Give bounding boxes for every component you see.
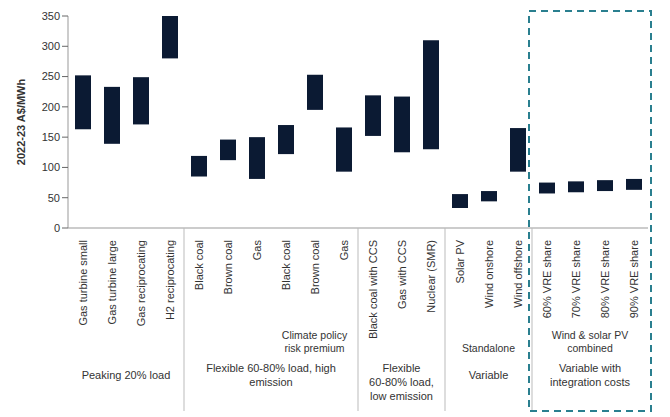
svg-text:80% VRE share: 80% VRE share — [599, 240, 611, 318]
svg-text:Brown coal: Brown coal — [222, 240, 234, 294]
svg-text:Gas reciprocating: Gas reciprocating — [135, 240, 147, 326]
svg-text:200: 200 — [42, 101, 60, 113]
svg-text:60% VRE share: 60% VRE share — [541, 240, 553, 318]
svg-text:Nuclear (SMR): Nuclear (SMR) — [425, 240, 437, 313]
svg-text:60-80% load,: 60-80% load, — [369, 376, 434, 388]
svg-text:emission: emission — [249, 376, 292, 388]
svg-text:Gas turbine large: Gas turbine large — [106, 240, 118, 324]
svg-text:300: 300 — [42, 40, 60, 52]
svg-text:0: 0 — [54, 222, 60, 234]
svg-text:2022-23 A$/MWh: 2022-23 A$/MWh — [15, 79, 27, 166]
svg-text:100: 100 — [42, 161, 60, 173]
svg-text:Wind & solar PV: Wind & solar PV — [552, 329, 628, 341]
svg-text:combined: combined — [567, 342, 613, 354]
svg-text:Variable with: Variable with — [559, 362, 621, 374]
svg-text:Flexible: Flexible — [383, 362, 421, 374]
svg-text:70% VRE share: 70% VRE share — [570, 240, 582, 318]
svg-text:Wind onshore: Wind onshore — [483, 240, 495, 308]
svg-text:H2 reciprocating: H2 reciprocating — [164, 240, 176, 320]
svg-text:50: 50 — [48, 192, 60, 204]
svg-text:Peaking 20% load: Peaking 20% load — [82, 369, 171, 381]
svg-text:Flexible 60-80% load, high: Flexible 60-80% load, high — [206, 362, 336, 374]
svg-text:Black coal: Black coal — [280, 240, 292, 290]
svg-text:Wind offshore: Wind offshore — [512, 240, 524, 308]
svg-text:90% VRE share: 90% VRE share — [628, 240, 640, 318]
svg-text:Variable: Variable — [469, 369, 509, 381]
svg-text:350: 350 — [42, 10, 60, 22]
svg-text:Climate policy: Climate policy — [282, 329, 348, 341]
svg-text:Gas: Gas — [338, 240, 350, 261]
svg-text:150: 150 — [42, 131, 60, 143]
svg-text:risk premium: risk premium — [284, 342, 344, 354]
svg-text:low emission: low emission — [370, 390, 433, 402]
svg-text:250: 250 — [42, 70, 60, 82]
svg-text:Standalone: Standalone — [462, 342, 515, 354]
svg-text:Solar PV: Solar PV — [454, 239, 466, 283]
svg-text:Gas with CCS: Gas with CCS — [396, 240, 408, 309]
svg-text:Black coal: Black coal — [193, 240, 205, 290]
svg-text:Gas turbine small: Gas turbine small — [77, 240, 89, 326]
svg-text:integration costs: integration costs — [550, 376, 631, 388]
svg-text:Gas: Gas — [251, 240, 263, 261]
svg-text:Brown coal: Brown coal — [309, 240, 321, 294]
svg-text:Black coal with CCS: Black coal with CCS — [367, 240, 379, 339]
